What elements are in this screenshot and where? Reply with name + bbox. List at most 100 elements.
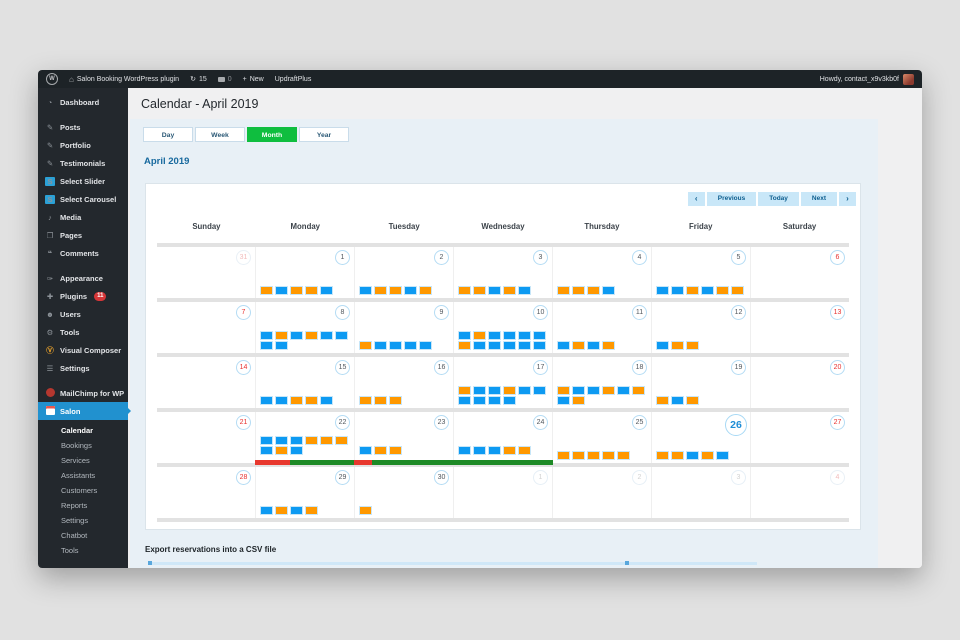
sidebar-item-portfolio[interactable]: ✎ Portfolio xyxy=(38,136,128,154)
submenu-item-bookings[interactable]: Bookings xyxy=(61,441,92,450)
booking-block[interactable] xyxy=(716,286,729,295)
date-number[interactable]: 21 xyxy=(236,415,251,430)
booking-block[interactable] xyxy=(419,286,432,295)
date-number[interactable]: 14 xyxy=(236,360,251,375)
booking-block[interactable] xyxy=(374,396,387,405)
booking-block[interactable] xyxy=(656,286,669,295)
booking-block[interactable] xyxy=(503,386,516,395)
booking-block[interactable] xyxy=(602,451,615,460)
sidebar-item-appearance[interactable]: ✑ Appearance xyxy=(38,269,128,287)
updraftplus-menu[interactable]: UpdraftPlus xyxy=(274,75,312,83)
calendar-day-cell[interactable]: 20 xyxy=(751,357,849,408)
booking-block[interactable] xyxy=(656,341,669,350)
booking-block[interactable] xyxy=(518,331,531,340)
booking-block[interactable] xyxy=(359,341,372,350)
calendar-day-cell[interactable]: 30 xyxy=(355,467,454,518)
sidebar-item-settings[interactable]: ☰ Settings xyxy=(38,359,128,377)
today-button[interactable]: Today xyxy=(758,192,799,206)
calendar-day-cell[interactable]: 10 xyxy=(454,302,553,353)
date-number[interactable]: 6 xyxy=(830,250,845,265)
calendar-day-cell[interactable]: 15 xyxy=(256,357,355,408)
booking-block[interactable] xyxy=(488,446,501,455)
booking-block[interactable] xyxy=(503,331,516,340)
booking-block[interactable] xyxy=(503,396,516,405)
submenu-item-chatbot[interactable]: Chatbot xyxy=(61,531,88,540)
sidebar-item-mailchimp-for-wp[interactable]: MailChimp for WP xyxy=(38,384,128,402)
booking-block[interactable] xyxy=(488,331,501,340)
submenu-item-customers[interactable]: Customers xyxy=(61,486,98,495)
booking-block[interactable] xyxy=(503,341,516,350)
previous-button[interactable]: Previous xyxy=(706,192,757,206)
date-number[interactable]: 20 xyxy=(830,360,845,375)
booking-block[interactable] xyxy=(503,446,516,455)
booking-block[interactable] xyxy=(260,331,273,340)
booking-block[interactable] xyxy=(518,446,531,455)
booking-block[interactable] xyxy=(671,341,684,350)
booking-block[interactable] xyxy=(617,451,630,460)
date-number[interactable]: 15 xyxy=(335,360,350,375)
calendar-day-cell[interactable]: 19 xyxy=(652,357,751,408)
booking-block[interactable] xyxy=(587,386,600,395)
booking-block[interactable] xyxy=(389,446,402,455)
calendar-day-cell[interactable]: 8 xyxy=(256,302,355,353)
sidebar-item-dashboard[interactable]: ◔ Dashboard xyxy=(38,93,128,111)
submenu-item-tools[interactable]: Tools xyxy=(61,546,79,555)
comments-indicator[interactable]: 0 xyxy=(217,76,232,83)
booking-block[interactable] xyxy=(671,396,684,405)
calendar-day-cell[interactable]: 5 xyxy=(652,247,751,298)
calendar-day-cell[interactable]: 13 xyxy=(751,302,849,353)
booking-block[interactable] xyxy=(260,396,273,405)
sidebar-item-visual-composer[interactable]: Ⓥ Visual Composer xyxy=(38,341,128,359)
booking-block[interactable] xyxy=(260,436,273,445)
booking-block[interactable] xyxy=(320,436,333,445)
booking-block[interactable] xyxy=(305,286,318,295)
calendar-day-cell[interactable]: 27 xyxy=(751,412,849,463)
calendar-day-cell[interactable]: 2 xyxy=(355,247,454,298)
booking-block[interactable] xyxy=(458,331,471,340)
date-number[interactable]: 3 xyxy=(533,250,548,265)
calendar-day-cell[interactable]: 11 xyxy=(553,302,652,353)
booking-block[interactable] xyxy=(275,436,288,445)
booking-block[interactable] xyxy=(701,286,714,295)
booking-block[interactable] xyxy=(533,386,546,395)
booking-block[interactable] xyxy=(518,286,531,295)
booking-block[interactable] xyxy=(275,331,288,340)
booking-block[interactable] xyxy=(290,506,303,515)
sidebar-item-salon[interactable]: Salon xyxy=(38,402,131,420)
booking-block[interactable] xyxy=(305,436,318,445)
booking-block[interactable] xyxy=(275,446,288,455)
booking-block[interactable] xyxy=(488,386,501,395)
date-number[interactable]: 2 xyxy=(434,250,449,265)
booking-block[interactable] xyxy=(731,286,744,295)
calendar-day-cell[interactable]: 1 xyxy=(454,467,553,518)
date-number[interactable]: 12 xyxy=(731,305,746,320)
booking-block[interactable] xyxy=(374,446,387,455)
booking-block[interactable] xyxy=(671,286,684,295)
booking-block[interactable] xyxy=(473,331,486,340)
sidebar-item-media[interactable]: ♪ Media xyxy=(38,208,128,226)
booking-block[interactable] xyxy=(686,396,699,405)
booking-block[interactable] xyxy=(686,286,699,295)
date-number[interactable]: 10 xyxy=(533,305,548,320)
view-tab-week[interactable]: Week xyxy=(195,127,245,142)
calendar-day-cell[interactable]: 16 xyxy=(355,357,454,408)
booking-block[interactable] xyxy=(404,286,417,295)
date-number[interactable]: 22 xyxy=(335,415,350,430)
booking-block[interactable] xyxy=(557,341,570,350)
prev-chevron-button[interactable]: ‹ xyxy=(687,192,705,206)
booking-block[interactable] xyxy=(374,341,387,350)
sidebar-item-posts[interactable]: ✎ Posts xyxy=(38,118,128,136)
booking-block[interactable] xyxy=(557,451,570,460)
booking-block[interactable] xyxy=(557,396,570,405)
booking-block[interactable] xyxy=(617,386,630,395)
booking-block[interactable] xyxy=(572,396,585,405)
booking-block[interactable] xyxy=(572,286,585,295)
date-number[interactable]: 25 xyxy=(632,415,647,430)
booking-block[interactable] xyxy=(275,506,288,515)
date-number[interactable]: 31 xyxy=(236,250,251,265)
booking-block[interactable] xyxy=(335,331,348,340)
booking-block[interactable] xyxy=(602,341,615,350)
booking-block[interactable] xyxy=(701,451,714,460)
submenu-item-services[interactable]: Services xyxy=(61,456,90,465)
booking-block[interactable] xyxy=(473,446,486,455)
